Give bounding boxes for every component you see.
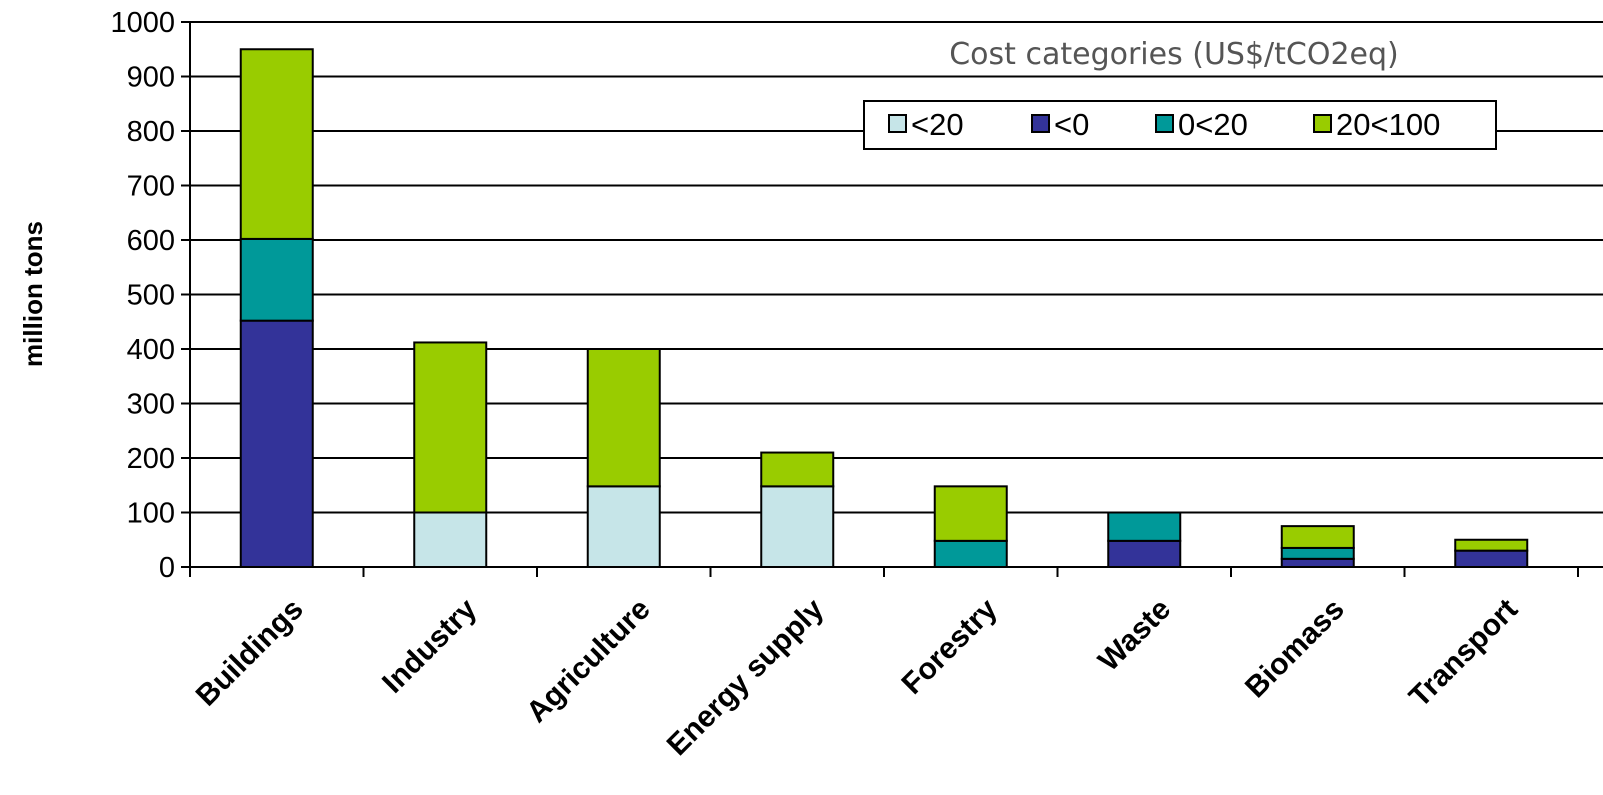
gridlines <box>190 21 1603 514</box>
bar-industry-20lt-100 <box>413 341 488 514</box>
bar-transport-20lt-100 <box>1454 538 1529 552</box>
bars <box>239 48 1529 569</box>
y-tick-label: 200 <box>127 443 175 475</box>
x-tick-label-biomass: Biomass <box>1239 593 1351 705</box>
y-tick-label: 300 <box>127 389 175 421</box>
bar-transport-lt-0 <box>1454 549 1529 569</box>
bar-buildings-0lt-20 <box>239 237 314 322</box>
bar-buildings-lt-0 <box>239 319 314 568</box>
bar-biomass-lt-0 <box>1280 557 1355 569</box>
y-tick-label: 900 <box>127 62 175 94</box>
y-tick-label: 0 <box>159 552 175 584</box>
bar-biomass-20lt-100 <box>1280 525 1355 549</box>
x-tick-label-forestry: Forestry <box>895 592 1003 700</box>
bar-waste-0lt-20 <box>1107 511 1182 542</box>
legend-items: <20 <0 0<20 20<100 <box>888 107 1440 142</box>
legend-swatch-lt-20 <box>888 114 907 133</box>
y-tick-label: 1000 <box>110 7 175 39</box>
axes <box>181 21 1603 577</box>
x-tick-label-agriculture: Agriculture <box>520 593 656 729</box>
bar-agriculture-lt-20 <box>586 485 661 568</box>
y-axis-title: million tons <box>18 221 48 367</box>
y-tick-label: 700 <box>127 171 175 203</box>
legend-label-lt-20: <20 <box>911 107 964 142</box>
y-tick-label: 100 <box>127 498 175 530</box>
bar-agriculture-20lt-100 <box>586 348 661 488</box>
legend-swatch-0lt-20 <box>1155 114 1174 133</box>
legend-box <box>863 100 1497 150</box>
y-tick-label: 500 <box>127 280 175 312</box>
y-tick-label: 600 <box>127 225 175 257</box>
y-tick-label: 400 <box>127 334 175 366</box>
bar-forestry-20lt-100 <box>933 485 1008 542</box>
legend: Cost categories (US$/tCO2eq) <20 <0 0<20 20… <box>863 37 1497 150</box>
y-tick-labels: 0 100 200 300 400 500 600 700 800 900 1000 <box>110 7 175 584</box>
bar-waste-lt-0 <box>1107 539 1182 569</box>
x-tick-label-waste: Waste <box>1092 593 1177 678</box>
bar-industry-lt-20 <box>413 511 488 568</box>
legend-title: Cost categories (US$/tCO2eq) <box>949 37 1399 72</box>
bar-energy-supply-20lt-100 <box>760 451 835 488</box>
bar-energy-supply-lt-20 <box>760 485 835 568</box>
x-tick-label-industry: Industry <box>376 592 483 699</box>
bar-buildings-20lt-100 <box>239 48 314 240</box>
x-tick-label-energy-supply: Energy supply <box>661 592 831 762</box>
x-tick-labels: Buildings Industry Agriculture Energy suppl… <box>190 592 1524 762</box>
legend-swatch-lt-0 <box>1031 114 1050 133</box>
legend-label-lt-0: <0 <box>1054 107 1089 142</box>
legend-label-0lt-20: 0<20 <box>1178 107 1248 142</box>
x-tick-label-transport: Transport <box>1403 593 1524 714</box>
bar-forestry-0lt-20 <box>933 539 1008 569</box>
bar-biomass-0lt-20 <box>1280 546 1355 560</box>
y-tick-label: 800 <box>127 116 175 148</box>
x-tick-label-buildings: Buildings <box>190 593 310 713</box>
legend-label-20lt-100: 20<100 <box>1336 107 1440 142</box>
legend-swatch-20lt-100 <box>1313 114 1332 133</box>
